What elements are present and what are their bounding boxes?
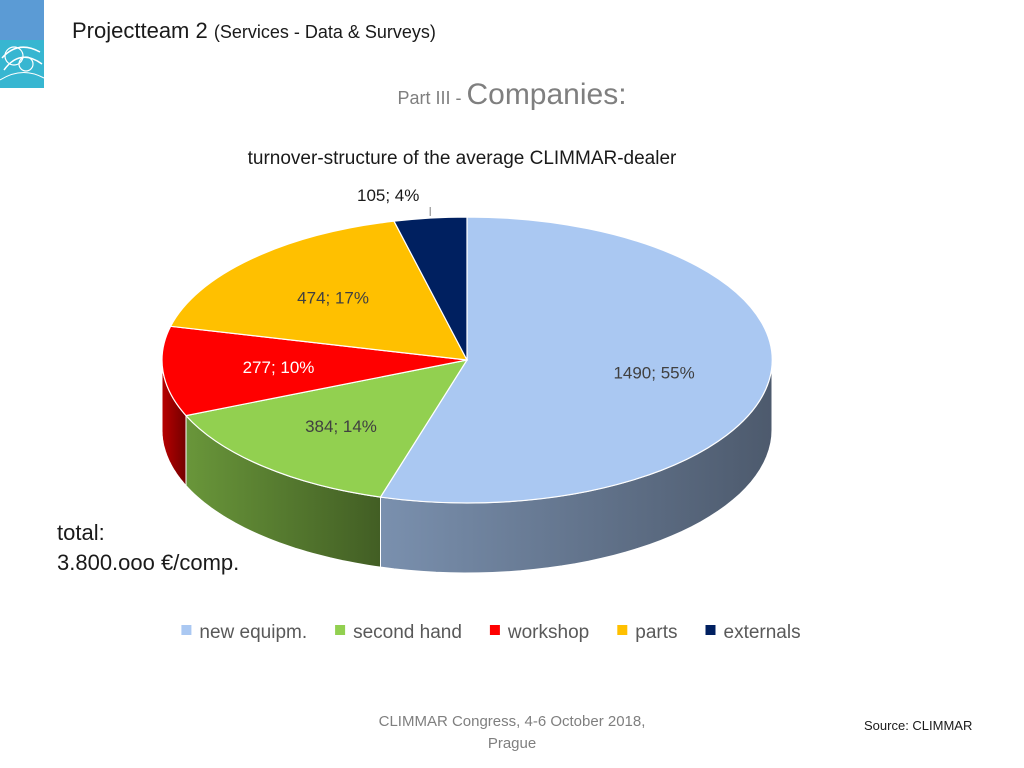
legend-label-externals: externals: [724, 622, 801, 643]
data-label-externals: 105; 4%: [357, 186, 419, 205]
pie-slice-workshop: [161, 325, 468, 417]
legend-swatch-second-hand: [335, 625, 346, 635]
legend-label-new-equipm: new equipm.: [199, 622, 307, 643]
legend-swatch-externals: [705, 625, 716, 635]
data-label-workshop: 277; 10%: [243, 358, 315, 377]
event-footer: CLIMMAR Congress, 4-6 October 2018, Prag…: [362, 711, 662, 755]
legend-label-second-hand: second hand: [353, 622, 462, 643]
project-title-main: Projectteam 2: [72, 18, 208, 43]
pie-slice-second-hand: [184, 359, 469, 498]
total-value: 3.800.ooo €/comp.: [57, 550, 240, 575]
data-label-second-hand: 384; 14%: [305, 417, 377, 436]
project-title-sub: (Services - Data & Surveys): [213, 22, 436, 42]
event-line-2: Prague: [487, 735, 537, 752]
pie-slice-parts: [169, 220, 469, 361]
legend-label-workshop: workshop: [507, 622, 589, 643]
data-labels: 1490; 55% 384; 14% 277; 10% 474; 17% 105; 4%: [243, 186, 695, 436]
legend: new equipm. second hand workshop parts exter…: [181, 622, 801, 643]
source-note: Source: CLIMMAR: [864, 718, 973, 733]
part-heading: Companies:: [466, 78, 627, 111]
legend-swatch-parts: [617, 625, 628, 635]
project-title: Projectteam 2 (Services - Data & Surveys…: [72, 18, 436, 44]
pie-slice-new-equipm: [379, 216, 773, 504]
event-line-1: CLIMMAR Congress, 4-6 October 2018,: [378, 713, 646, 730]
legend-label-parts: parts: [635, 622, 677, 643]
total-label: total:: [57, 520, 105, 545]
legend-swatch-new-equipm: [181, 625, 192, 635]
chart-title: turnover-structure of the average CLIMMA…: [248, 148, 677, 169]
total-note: total: 3.800.ooo €/comp.: [57, 518, 239, 578]
pie-tops: [161, 216, 773, 504]
part-title: Part III - Companies:: [0, 78, 1024, 112]
part-prefix: Part III -: [397, 88, 467, 108]
pie-slice-externals: [393, 216, 468, 361]
data-label-new-equipm: 1490; 55%: [613, 364, 694, 383]
legend-swatch-workshop: [489, 625, 500, 635]
data-label-parts: 474; 17%: [297, 288, 369, 307]
logo: [0, 0, 44, 88]
